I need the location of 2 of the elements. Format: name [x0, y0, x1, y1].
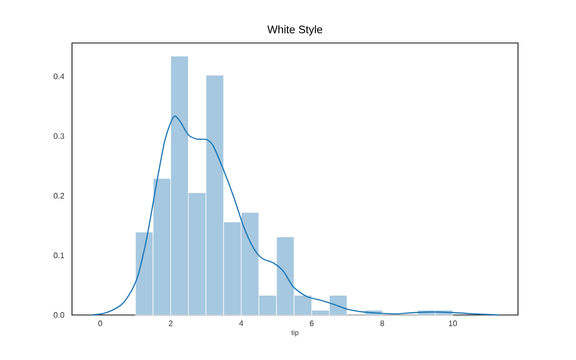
line-series — [90, 116, 500, 316]
chart-title: White Style — [267, 25, 322, 36]
